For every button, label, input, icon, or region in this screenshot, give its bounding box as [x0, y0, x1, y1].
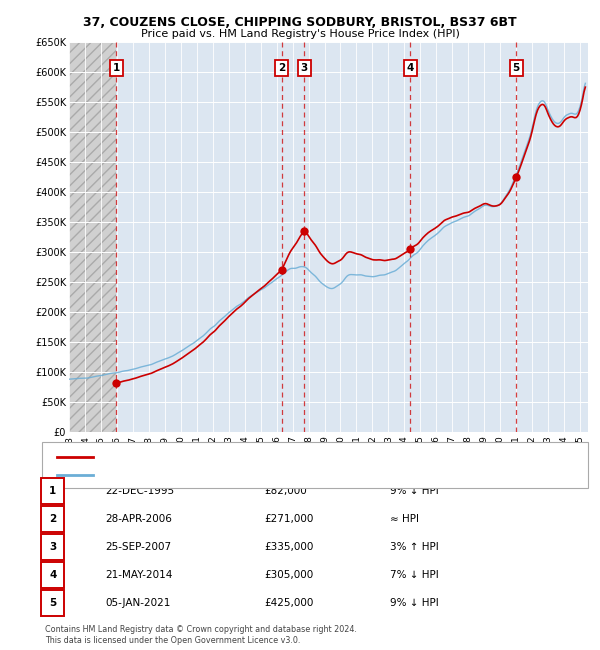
- Text: 3% ↑ HPI: 3% ↑ HPI: [390, 541, 439, 552]
- Text: £425,000: £425,000: [264, 597, 313, 608]
- Text: 3: 3: [49, 541, 56, 552]
- Text: 5: 5: [49, 597, 56, 608]
- Bar: [69, 42, 116, 432]
- Text: Contains HM Land Registry data © Crown copyright and database right 2024.
This d: Contains HM Land Registry data © Crown c…: [45, 625, 357, 645]
- Text: 2: 2: [49, 514, 56, 524]
- Text: 4: 4: [407, 62, 414, 73]
- Text: 21-MAY-2014: 21-MAY-2014: [105, 569, 172, 580]
- Text: ≈ HPI: ≈ HPI: [390, 514, 419, 524]
- Text: 2: 2: [278, 62, 286, 73]
- Text: 7% ↓ HPI: 7% ↓ HPI: [390, 569, 439, 580]
- Text: 25-SEP-2007: 25-SEP-2007: [105, 541, 171, 552]
- Text: 37, COUZENS CLOSE, CHIPPING SODBURY, BRISTOL, BS37 6BT (detached house): 37, COUZENS CLOSE, CHIPPING SODBURY, BRI…: [102, 452, 455, 462]
- Text: £335,000: £335,000: [264, 541, 313, 552]
- Text: 5: 5: [512, 62, 520, 73]
- Text: £82,000: £82,000: [264, 486, 307, 496]
- Text: 3: 3: [301, 62, 308, 73]
- Text: 4: 4: [49, 569, 56, 580]
- Text: 9% ↓ HPI: 9% ↓ HPI: [390, 597, 439, 608]
- Text: £271,000: £271,000: [264, 514, 313, 524]
- Text: 22-DEC-1995: 22-DEC-1995: [105, 486, 174, 496]
- Text: 9% ↓ HPI: 9% ↓ HPI: [390, 486, 439, 496]
- Text: 1: 1: [113, 62, 120, 73]
- Text: 05-JAN-2021: 05-JAN-2021: [105, 597, 170, 608]
- Text: Price paid vs. HM Land Registry's House Price Index (HPI): Price paid vs. HM Land Registry's House …: [140, 29, 460, 38]
- Text: £305,000: £305,000: [264, 569, 313, 580]
- Text: HPI: Average price, detached house, South Gloucestershire: HPI: Average price, detached house, Sout…: [102, 470, 361, 479]
- Text: 1: 1: [49, 486, 56, 496]
- Text: 28-APR-2006: 28-APR-2006: [105, 514, 172, 524]
- Text: 37, COUZENS CLOSE, CHIPPING SODBURY, BRISTOL, BS37 6BT: 37, COUZENS CLOSE, CHIPPING SODBURY, BRI…: [83, 16, 517, 29]
